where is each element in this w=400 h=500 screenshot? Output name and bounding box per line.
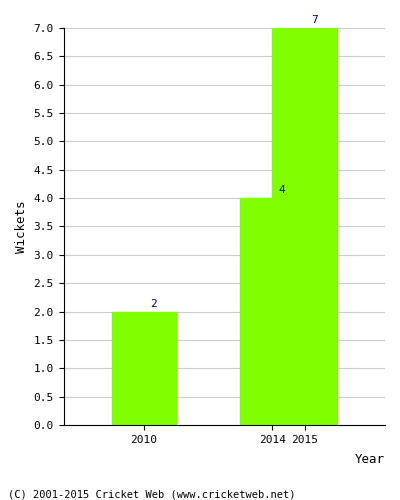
Bar [112, 312, 176, 425]
Text: 2: 2 [150, 298, 157, 308]
Bar [272, 28, 337, 425]
Bar [240, 198, 305, 425]
Text: 7: 7 [311, 15, 318, 25]
Text: Year: Year [355, 453, 385, 466]
Y-axis label: Wickets: Wickets [15, 200, 28, 252]
Text: (C) 2001-2015 Cricket Web (www.cricketweb.net): (C) 2001-2015 Cricket Web (www.cricketwe… [8, 490, 296, 500]
Text: 4: 4 [279, 185, 286, 195]
